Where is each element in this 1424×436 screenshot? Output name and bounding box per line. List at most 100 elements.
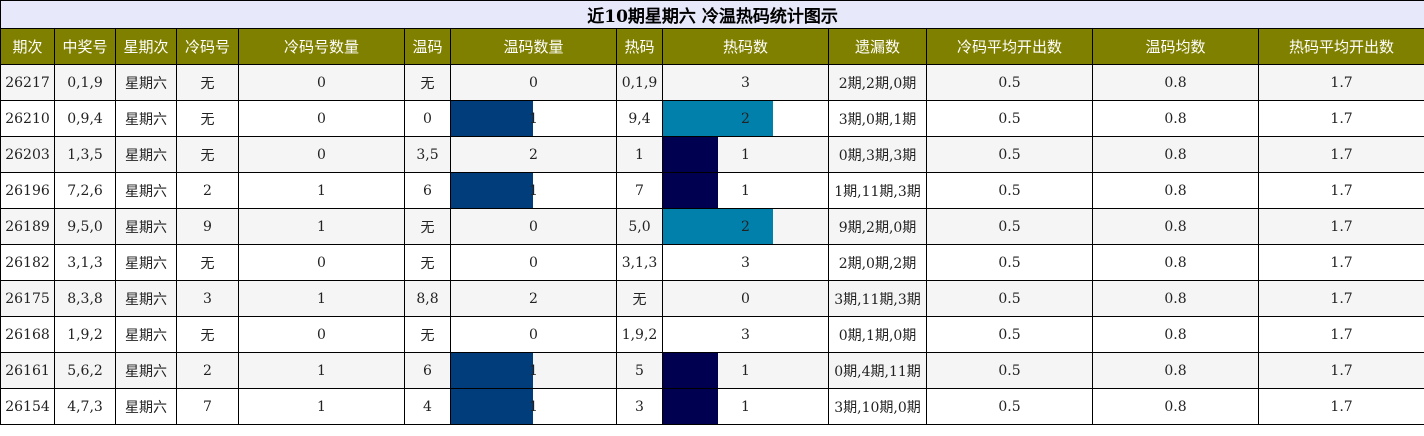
cold-avg-cell: 0.5 (926, 208, 1093, 245)
hot-count-bar (663, 389, 718, 424)
missing-cell: 1期,11期,3期 (828, 172, 927, 209)
cold-number-cell: 2 (176, 172, 239, 209)
hot-number-cell: 3 (616, 388, 663, 425)
hot-avg-cell: 1.7 (1257, 136, 1424, 173)
weekday-cell: 星期六 (115, 208, 177, 245)
warm-number-cell: 0 (404, 100, 451, 137)
warm-avg-cell: 0.8 (1092, 64, 1259, 101)
hot-number-cell: 1 (616, 136, 663, 173)
weekday-cell: 星期六 (115, 388, 177, 425)
weekday-cell: 星期六 (115, 280, 177, 317)
hot-count-value: 3 (741, 74, 750, 91)
cold-number-cell: 无 (176, 136, 239, 173)
winning-number-cell: 7,2,6 (54, 172, 116, 209)
hot-number-cell: 5 (616, 352, 663, 389)
warm-count-bar (451, 101, 533, 136)
hot-number-cell: 5,0 (616, 208, 663, 245)
period-cell: 26210 (0, 100, 55, 137)
cold-count-cell: 0 (238, 64, 405, 101)
warm-count-bar (451, 353, 533, 388)
header-cold-count: 冷码号数量 (238, 28, 405, 65)
cold-avg-cell: 0.5 (926, 100, 1093, 137)
period-cell: 26175 (0, 280, 55, 317)
hot-count-cell: 2 (662, 208, 829, 245)
hot-count-value: 0 (741, 290, 750, 307)
winning-number-cell: 8,3,8 (54, 280, 116, 317)
cold-avg-cell: 0.5 (926, 316, 1093, 353)
missing-cell: 9期,2期,0期 (828, 208, 927, 245)
warm-number-cell: 4 (404, 388, 451, 425)
hot-count-value: 1 (741, 146, 750, 163)
hot-count-value: 2 (741, 110, 750, 127)
warm-number-cell: 6 (404, 352, 451, 389)
period-cell: 26182 (0, 244, 55, 281)
cold-avg-cell: 0.5 (926, 244, 1093, 281)
hot-count-bar (663, 173, 718, 208)
warm-count-value: 1 (529, 362, 538, 379)
warm-count-bar (451, 389, 533, 424)
cold-count-cell: 0 (238, 316, 405, 353)
hot-number-cell: 无 (616, 280, 663, 317)
warm-number-cell: 无 (404, 64, 451, 101)
cold-number-cell: 9 (176, 208, 239, 245)
header-cold-avg: 冷码平均开出数 (926, 28, 1093, 65)
warm-count-cell: 0 (450, 244, 617, 281)
missing-cell: 2期,2期,0期 (828, 64, 927, 101)
header-weekday: 星期次 (115, 28, 177, 65)
cold-number-cell: 无 (176, 64, 239, 101)
cold-number-cell: 7 (176, 388, 239, 425)
hot-count-bar (663, 353, 718, 388)
cold-avg-cell: 0.5 (926, 172, 1093, 209)
warm-number-cell: 6 (404, 172, 451, 209)
cold-count-cell: 1 (238, 388, 405, 425)
hot-number-cell: 3,1,3 (616, 244, 663, 281)
cold-number-cell: 3 (176, 280, 239, 317)
hot-number-cell: 1,9,2 (616, 316, 663, 353)
period-cell: 26189 (0, 208, 55, 245)
hot-count-value: 1 (741, 398, 750, 415)
warm-count-value: 1 (529, 182, 538, 199)
warm-count-value: 1 (529, 398, 538, 415)
warm-count-value: 0 (529, 74, 538, 91)
cold-number-cell: 无 (176, 316, 239, 353)
winning-number-cell: 3,1,3 (54, 244, 116, 281)
warm-count-cell: 1 (450, 388, 617, 425)
winning-number-cell: 1,9,2 (54, 316, 116, 353)
missing-cell: 0期,4期,11期 (828, 352, 927, 389)
warm-count-value: 0 (529, 218, 538, 235)
hot-count-cell: 1 (662, 136, 829, 173)
table-row: 26182 3,1,3 星期六无 0 无 0 3,1,3 3 2期,0期,2期 0.5 0.8 1.7 (0, 244, 1424, 281)
header-hot-count: 热码数 (662, 28, 829, 65)
hot-count-value: 3 (741, 254, 750, 271)
warm-count-cell: 2 (450, 280, 617, 317)
warm-count-value: 2 (529, 290, 538, 307)
missing-cell: 3期,10期,0期 (828, 388, 927, 425)
table-row: 26161 5,6,2 星期六 2 1 6 1 5 1 0期,4期,11期 0.5 0.8 1.7 (0, 352, 1424, 389)
hot-count-value: 3 (741, 326, 750, 343)
warm-avg-cell: 0.8 (1092, 316, 1259, 353)
winning-number-cell: 5,6,2 (54, 352, 116, 389)
warm-count-cell: 0 (450, 208, 617, 245)
warm-count-value: 2 (529, 146, 538, 163)
hot-count-cell: 1 (662, 352, 829, 389)
cold-count-cell: 0 (238, 136, 405, 173)
winning-number-cell: 0,1,9 (54, 64, 116, 101)
warm-number-cell: 无 (404, 244, 451, 281)
hot-count-bar (663, 209, 773, 244)
cold-number-cell: 2 (176, 352, 239, 389)
warm-avg-cell: 0.8 (1092, 388, 1259, 425)
cold-count-cell: 1 (238, 352, 405, 389)
warm-count-value: 0 (529, 254, 538, 271)
table-row: 26189 9,5,0 星期六 9 1 无 0 5,0 2 9期,2期,0期 0.5 0.8 1.7 (0, 208, 1424, 245)
hot-avg-cell: 1.7 (1257, 316, 1424, 353)
hot-number-cell: 9,4 (616, 100, 663, 137)
cold-count-cell: 0 (238, 244, 405, 281)
hot-count-cell: 1 (662, 388, 829, 425)
warm-avg-cell: 0.8 (1092, 352, 1259, 389)
warm-number-cell: 8,8 (404, 280, 451, 317)
hot-avg-cell: 1.7 (1257, 388, 1424, 425)
table-row: 26168 1,9,2 星期六无 0 无 0 1,9,2 3 0期,1期,0期 0.5 0.8 1.7 (0, 316, 1424, 353)
cold-count-cell: 0 (238, 100, 405, 137)
cold-number-cell: 无 (176, 100, 239, 137)
hot-count-cell: 2 (662, 100, 829, 137)
